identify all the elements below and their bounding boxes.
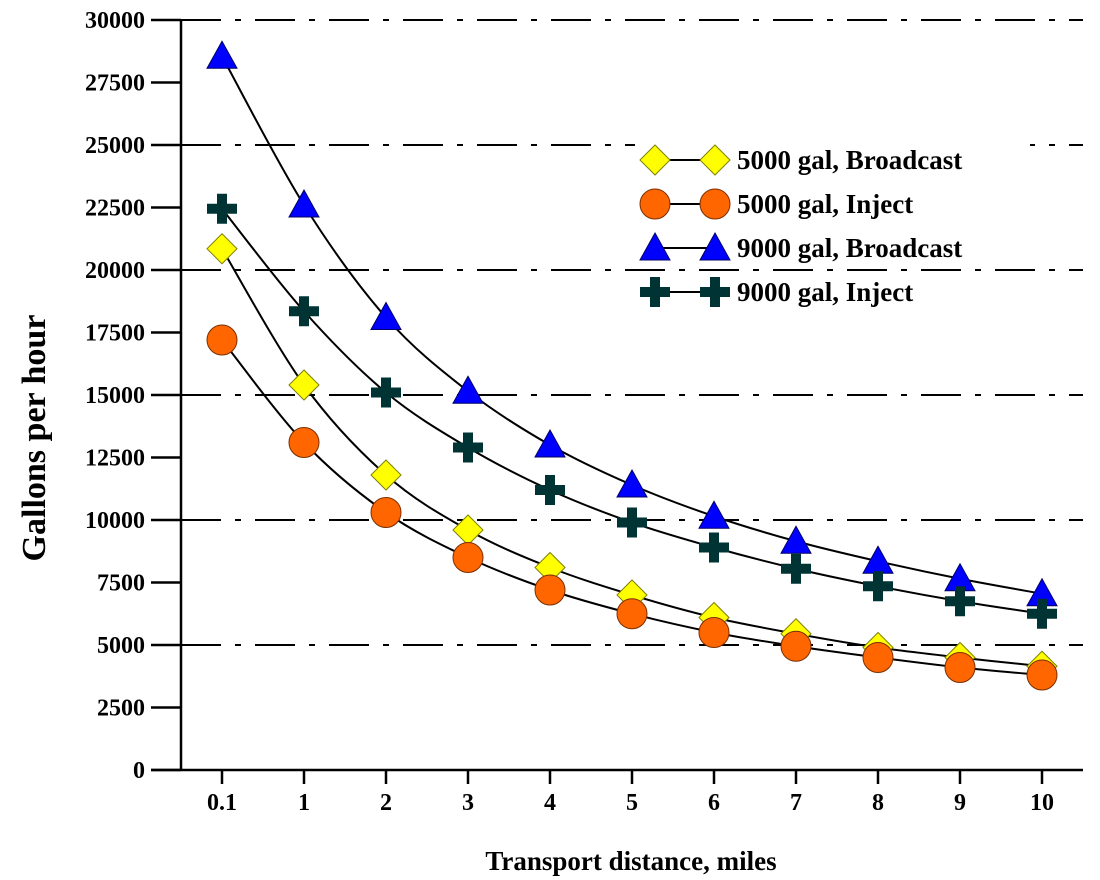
legend-marker — [700, 277, 730, 307]
legend-label: 9000 gal, Inject — [737, 277, 913, 307]
y-tick-label: 27500 — [85, 71, 145, 97]
x-tick-label: 4 — [544, 790, 556, 816]
data-point — [780, 525, 812, 554]
data-point — [206, 233, 238, 265]
data-point — [370, 459, 402, 491]
data-point — [1026, 659, 1058, 691]
legend-marker — [639, 144, 671, 176]
data-point — [370, 497, 402, 528]
y-tick-label: 12500 — [85, 446, 145, 472]
x-tick-label: 9 — [954, 790, 966, 816]
series-line — [221, 55, 1043, 595]
y-tick-label: 17500 — [85, 321, 145, 347]
legend-label: 5000 gal, Inject — [737, 189, 913, 219]
y-tick-labels: 0 2500 5000 7500 10000 12500 15000 17500 20000 22… — [85, 8, 181, 784]
data-point — [452, 542, 484, 573]
data-point — [699, 532, 729, 563]
data-point — [944, 652, 976, 683]
data-point — [534, 574, 566, 606]
x-tick-label: 5 — [626, 790, 638, 816]
legend-label: 5000 gal, Broadcast — [737, 145, 962, 175]
y-axis-title: Gallons per hour — [16, 315, 53, 562]
data-point — [1027, 598, 1057, 629]
data-point — [781, 553, 811, 584]
x-tick-label: 7 — [790, 790, 802, 816]
data-point — [206, 324, 238, 356]
legend-label: 9000 gal, Broadcast — [737, 233, 962, 263]
y-tick-label: 2500 — [97, 696, 145, 722]
data-point — [780, 630, 812, 662]
data-point — [862, 642, 894, 673]
data-point — [288, 369, 320, 401]
data-point — [945, 586, 975, 617]
data-point — [863, 571, 893, 602]
x-tick-label: 2 — [380, 790, 392, 816]
legend-marker — [699, 188, 731, 220]
data-point — [288, 188, 320, 218]
data-point — [535, 475, 565, 505]
data-point — [534, 428, 566, 458]
data-point — [206, 40, 238, 69]
data-point — [617, 507, 647, 538]
y-tick-label: 5000 — [97, 633, 145, 659]
data-point — [289, 296, 319, 327]
data-point — [370, 301, 402, 330]
legend-marker — [640, 277, 670, 307]
data-point — [371, 377, 401, 408]
legend-marker — [639, 231, 671, 261]
x-tick-label: 1 — [298, 790, 310, 816]
y-tick-label: 20000 — [85, 258, 145, 284]
data-point — [616, 598, 648, 630]
legend-marker — [699, 144, 731, 176]
x-tick-label: 3 — [462, 790, 474, 816]
x-tick-label: 6 — [708, 790, 720, 816]
data-point — [207, 193, 237, 224]
series-markers — [206, 40, 1058, 691]
y-tick-label: 25000 — [85, 133, 145, 159]
y-tick-label: 10000 — [85, 508, 145, 534]
data-point — [452, 375, 484, 404]
data-point — [453, 432, 483, 463]
x-tick-labels: 0.1 1 2 3 4 5 6 7 8 9 10 — [207, 770, 1054, 816]
data-point — [288, 427, 320, 458]
data-point — [698, 500, 730, 529]
data-point — [698, 617, 730, 648]
y-tick-label: 30000 — [85, 8, 145, 34]
x-tick-label: 8 — [872, 790, 884, 816]
legend-marker — [699, 231, 731, 261]
x-tick-label: 0.1 — [207, 790, 237, 816]
legend-marker — [639, 188, 671, 220]
y-tick-label: 7500 — [97, 571, 145, 597]
x-tick-label: 10 — [1030, 790, 1054, 816]
series-line — [221, 248, 1043, 668]
legend: 5000 gal, Broadcast 5000 gal, Inject 9000 … — [635, 140, 1030, 312]
x-axis-title: Transport distance, miles — [485, 846, 776, 876]
y-tick-label: 0 — [133, 758, 145, 784]
y-tick-label: 22500 — [85, 196, 145, 222]
data-point — [616, 468, 648, 498]
gridlines — [181, 19, 1083, 646]
y-tick-label: 15000 — [85, 383, 145, 409]
